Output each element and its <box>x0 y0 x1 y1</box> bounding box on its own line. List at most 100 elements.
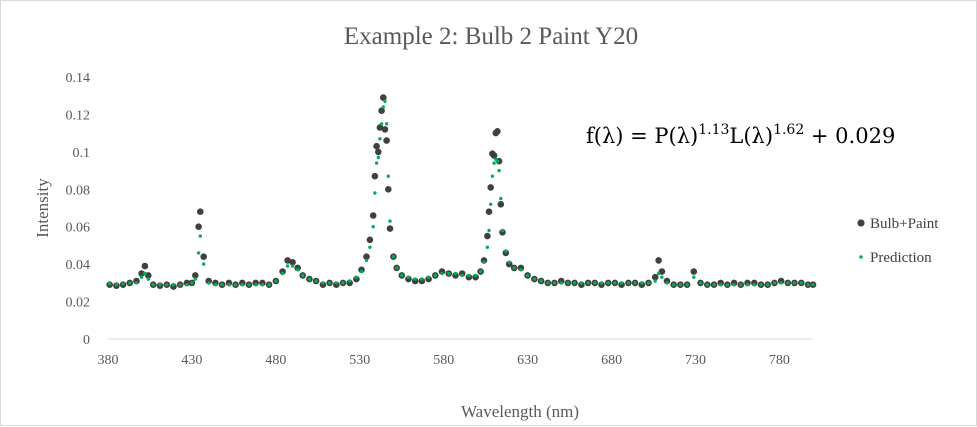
data-point <box>606 281 610 285</box>
data-point <box>240 283 244 287</box>
data-point <box>385 186 392 193</box>
data-point <box>284 257 291 264</box>
series-layer <box>106 94 817 290</box>
data-point <box>495 159 500 163</box>
data-point <box>759 283 763 287</box>
data-point <box>566 281 570 285</box>
data-point <box>200 253 207 260</box>
data-point <box>171 283 176 287</box>
x-tick-label: 530 <box>349 353 370 368</box>
data-point <box>378 137 382 141</box>
data-point <box>143 271 147 276</box>
data-point <box>185 283 189 287</box>
data-point <box>373 191 377 195</box>
data-point <box>197 208 204 215</box>
data-point <box>368 245 372 249</box>
data-point <box>378 107 385 114</box>
data-point <box>371 172 379 180</box>
data-point <box>285 264 290 268</box>
y-tick-label: 0.14 <box>66 71 91 86</box>
data-point <box>376 124 384 131</box>
data-point <box>485 245 490 249</box>
data-point <box>487 184 495 191</box>
data-point <box>158 283 162 287</box>
data-point <box>373 142 380 150</box>
data-point <box>732 283 736 287</box>
legend-label-bulb-paint: Bulb+Paint <box>870 216 939 232</box>
data-point <box>386 174 390 178</box>
data-point <box>467 273 471 278</box>
data-point <box>433 273 437 278</box>
data-point <box>363 253 370 260</box>
x-tick-label: 630 <box>517 353 538 368</box>
data-point <box>267 283 271 287</box>
data-point <box>712 283 716 287</box>
data-point <box>128 281 132 285</box>
data-point <box>190 281 194 285</box>
data-point <box>772 281 777 285</box>
data-point <box>525 273 530 278</box>
data-point <box>139 275 144 279</box>
data-point <box>485 208 493 215</box>
data-point <box>512 266 516 270</box>
data-point <box>146 277 150 281</box>
data-point <box>369 212 377 219</box>
formula-exp2: 1.62 <box>773 122 804 138</box>
data-point <box>296 268 300 272</box>
data-point <box>314 279 318 283</box>
data-point <box>202 262 206 266</box>
data-point <box>233 283 238 287</box>
data-point <box>811 283 815 287</box>
data-point <box>460 273 464 278</box>
data-point <box>145 272 152 279</box>
data-point <box>359 269 364 274</box>
data-point <box>379 122 384 126</box>
legend-marker-prediction <box>859 255 863 259</box>
data-point <box>108 282 112 286</box>
data-point <box>586 281 590 285</box>
data-point <box>260 283 265 287</box>
formula-exp1: 1.13 <box>698 122 729 138</box>
data-point <box>698 281 703 285</box>
data-point <box>376 155 380 160</box>
data-point <box>705 283 709 287</box>
data-point <box>519 268 523 272</box>
data-point <box>213 283 218 287</box>
data-point <box>546 281 550 285</box>
data-point <box>739 283 743 287</box>
y-tick-label: 0.02 <box>66 296 91 311</box>
data-point <box>640 281 644 285</box>
data-point <box>792 281 797 285</box>
data-point <box>490 152 498 159</box>
data-point <box>366 236 374 244</box>
data-point <box>400 273 404 278</box>
data-point <box>198 234 202 238</box>
data-point <box>806 283 810 287</box>
data-point <box>653 279 657 283</box>
data-point <box>552 281 557 285</box>
data-point <box>487 228 491 233</box>
legend-marker-bulb-paint <box>857 219 865 227</box>
data-point <box>413 277 417 281</box>
x-tick-label: 380 <box>98 353 119 368</box>
data-point <box>646 281 651 285</box>
data-point <box>619 281 624 285</box>
data-point <box>539 279 543 283</box>
data-point <box>651 273 659 281</box>
data-point <box>196 251 201 255</box>
y-tick-label: 0.04 <box>66 258 91 273</box>
data-point <box>254 283 258 287</box>
plot-area: 0 0.02 0.04 0.06 0.08 0.1 0.12 0.14 380 430 480 53… <box>66 71 817 368</box>
formula-tail: + 0.029 <box>804 124 895 148</box>
y-tick-label: 0.1 <box>73 146 91 161</box>
data-point <box>490 174 495 178</box>
data-point <box>660 275 664 279</box>
data-point <box>489 202 493 206</box>
data-point <box>383 137 390 144</box>
data-point <box>395 266 399 270</box>
data-point <box>478 269 483 274</box>
data-point <box>593 281 597 285</box>
data-point <box>745 283 750 287</box>
data-point <box>371 225 375 229</box>
